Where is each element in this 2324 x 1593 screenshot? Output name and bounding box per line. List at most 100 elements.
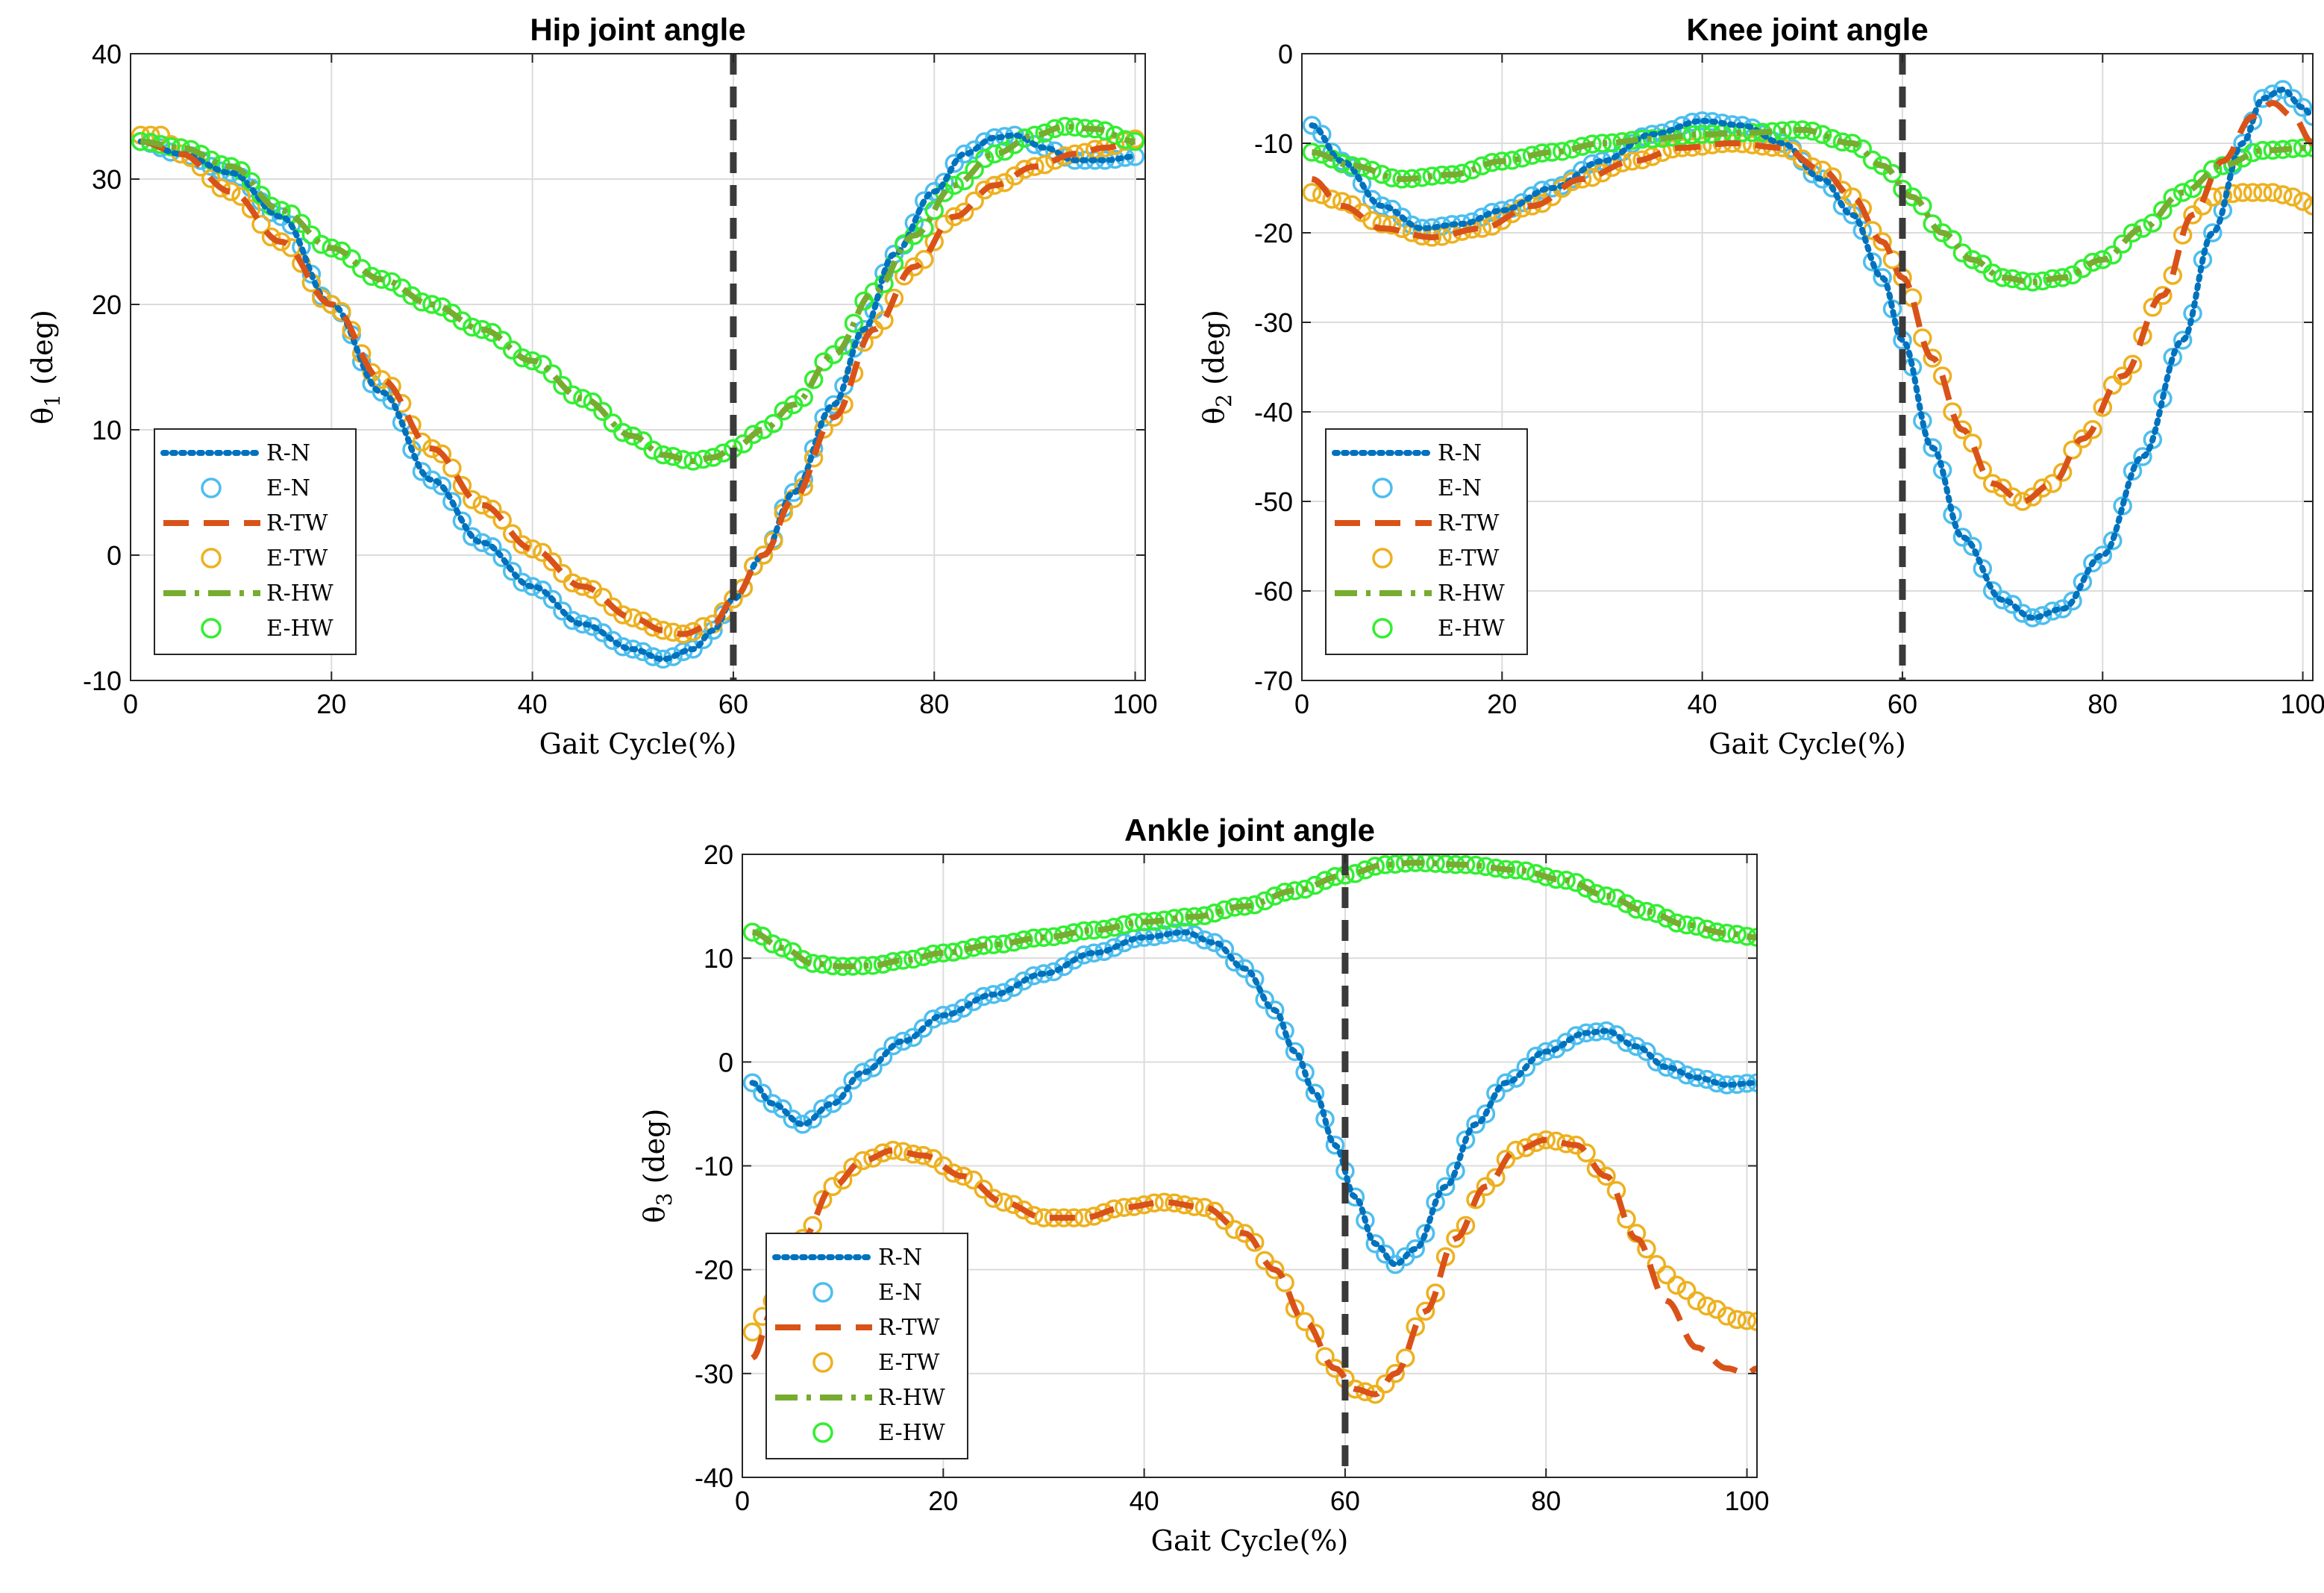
marker-e-tw (2263, 183, 2283, 202)
marker-e-n (924, 1010, 943, 1029)
marker-e-n (2043, 601, 2062, 621)
marker-e-n (1963, 536, 1982, 557)
marker-e-tw (463, 489, 482, 510)
marker-e-n (1617, 1033, 1636, 1052)
marker-e-tw (1657, 1265, 1676, 1285)
marker-e-hw (1105, 125, 1125, 145)
x-tick-label: 0 (1294, 689, 1309, 719)
legend-label: E-HW (878, 1420, 945, 1446)
marker-e-hw (944, 942, 963, 962)
marker-e-tw (2243, 183, 2263, 202)
marker-e-tw (483, 499, 502, 519)
legend-marker-e-hw (812, 1422, 833, 1443)
x-tick-label: 100 (1724, 1486, 1769, 1516)
marker-e-n (1667, 1060, 1687, 1080)
marker-e-hw (643, 440, 663, 460)
marker-e-n (483, 537, 502, 557)
marker-e-tw (2233, 183, 2252, 202)
marker-e-n (783, 1110, 803, 1129)
marker-e-tw (965, 191, 984, 211)
marker-e-hw (1074, 921, 1094, 941)
legend-marker-e-n (812, 1282, 833, 1303)
legend-label: R-TW (1438, 510, 1500, 536)
marker-e-n (432, 476, 452, 495)
x-tick-label: 40 (1130, 1486, 1159, 1516)
marker-e-hw (633, 431, 653, 451)
subplot-3: 0 20 40 60 80 100 -40 -30 -20 -10 0 10 20 Ankle joint… (638, 813, 1770, 1557)
marker-e-n (1104, 938, 1124, 957)
marker-e-tw (292, 254, 311, 273)
marker-e-tw (1952, 420, 1973, 439)
marker-e-n (492, 548, 512, 568)
marker-e-hw (794, 387, 813, 407)
marker-e-n (1235, 959, 1255, 978)
y-tick-label: -20 (1254, 218, 1293, 248)
marker-e-hw (1255, 891, 1274, 911)
x-tick-label: 100 (1112, 689, 1157, 719)
legend-label: R-TW (266, 510, 328, 536)
marker-e-n (1466, 1115, 1485, 1134)
legend-marker-e-tw (812, 1352, 833, 1373)
x-tick-label: 20 (316, 689, 346, 719)
marker-e-tw (613, 605, 633, 625)
marker-e-hw (412, 292, 432, 312)
marker-e-hw (1913, 196, 1932, 216)
legend-marker-e-tw (201, 548, 222, 569)
y-tick-label: -30 (695, 1359, 733, 1389)
marker-e-hw (844, 313, 864, 333)
marker-e-hw (452, 311, 472, 331)
marker-e-n (472, 533, 492, 552)
marker-e-tw (563, 573, 583, 592)
marker-e-hw (1556, 871, 1576, 890)
marker-e-hw (1852, 139, 1873, 159)
y-tick-label: -10 (1254, 128, 1293, 159)
marker-e-n (452, 511, 472, 531)
marker-e-n (1285, 1042, 1305, 1062)
marker-e-hw (1305, 875, 1325, 895)
marker-e-n (201, 157, 221, 176)
marker-e-n (812, 1099, 833, 1118)
marker-e-tw (492, 510, 512, 530)
marker-e-hw (542, 364, 563, 384)
marker-e-n (2093, 545, 2113, 565)
marker-e-n (2203, 223, 2223, 242)
legend: R-N E-N R-TW E-TW R-HW E-HW (765, 1233, 968, 1459)
marker-e-n (873, 1047, 893, 1067)
legend-label: E-HW (266, 616, 333, 642)
marker-e-tw (382, 376, 401, 396)
marker-e-n (1406, 1239, 1425, 1259)
marker-e-hw (1586, 883, 1606, 904)
marker-e-tw (1687, 1291, 1706, 1311)
y-tick-label: 0 (1278, 39, 1293, 69)
marker-e-tw (542, 552, 563, 572)
y-tick-label: -40 (1254, 397, 1293, 428)
y-tick-label: -50 (1254, 486, 1293, 517)
marker-e-tw (1486, 1168, 1506, 1187)
legend-label: R-HW (1438, 580, 1505, 607)
marker-e-n (563, 610, 583, 630)
y-tick-label: -70 (1254, 666, 1293, 696)
marker-e-n (1873, 268, 1892, 287)
marker-e-n (1265, 1001, 1285, 1020)
marker-e-tw (874, 310, 894, 331)
marker-e-n (553, 601, 572, 621)
marker-e-hw (812, 954, 833, 974)
marker-e-tw (1332, 192, 1352, 211)
marker-e-n (1435, 1177, 1456, 1197)
marker-e-hw (2243, 143, 2263, 163)
marker-e-n (1376, 1245, 1395, 1264)
marker-e-n (1526, 1046, 1546, 1066)
marker-e-tw (823, 1177, 842, 1197)
y-tick-label: -10 (695, 1151, 733, 1182)
marker-e-hw (2113, 234, 2132, 254)
marker-e-tw (1024, 1206, 1044, 1225)
marker-e-hw (954, 171, 974, 190)
marker-e-tw (924, 232, 944, 251)
marker-e-tw (884, 288, 904, 308)
legend-marker-e-hw (1372, 618, 1393, 639)
marker-e-hw (974, 148, 995, 169)
marker-e-n (2133, 447, 2152, 466)
marker-e-n (1476, 1104, 1496, 1124)
marker-e-n (442, 492, 462, 511)
legend-label: R-N (878, 1245, 922, 1271)
